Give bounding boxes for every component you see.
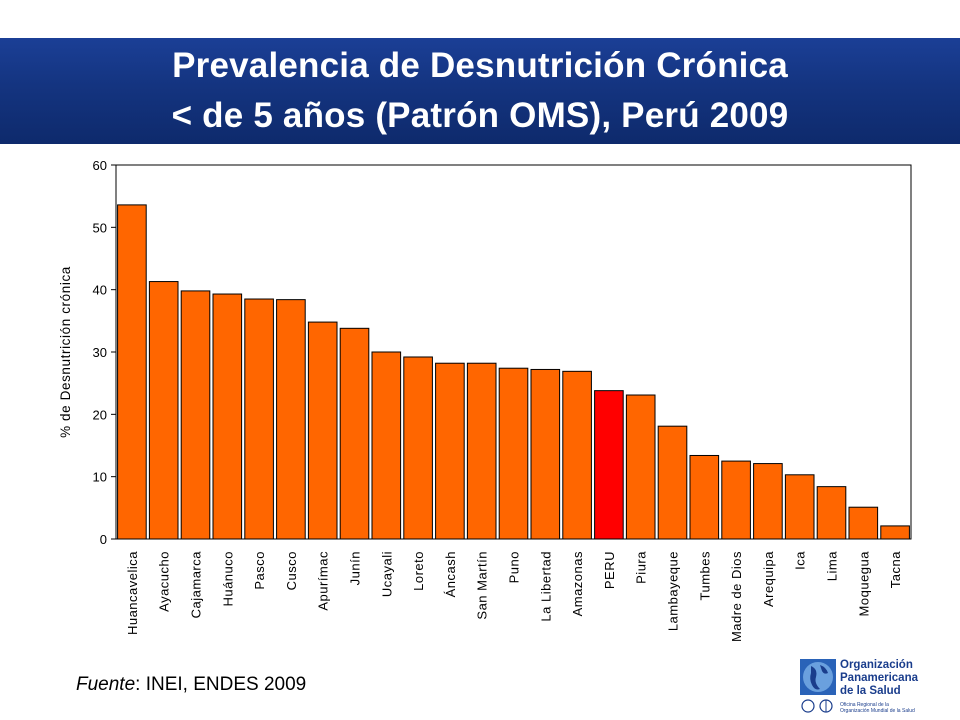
y-tick-label: 10 [93,470,107,485]
title-banner [0,38,960,144]
bar [244,298,274,540]
x-tick-label: Huancavelica [125,551,140,635]
y-tick-label: 50 [93,220,107,235]
x-tick-label: Ucayali [379,551,394,597]
bar [371,351,402,540]
x-tick-label: Moquegua [856,551,871,617]
y-tick-label: 40 [93,283,107,298]
bar [212,293,243,540]
x-tick-label: Piura [634,551,649,584]
x-tick-label: Apurímac [316,551,331,611]
logo-subtitle: Oficina Regional de la Organización Mund… [840,702,960,714]
bar [880,525,910,540]
x-tick-label: Amazonas [570,551,585,616]
bar [848,506,879,540]
y-tick-label: 20 [93,407,107,422]
bar [148,281,179,540]
x-tick-label: Loreto [411,551,426,591]
bar [339,327,370,540]
x-tick-label: San Martín [475,551,490,620]
bar [466,362,497,540]
x-tick-label: Cajamarca [189,551,204,619]
bar [276,299,306,540]
bar [753,463,783,540]
source-note: Fuente: INEI, ENDES 2009 [76,674,306,696]
x-tick-label: Cusco [284,551,299,590]
y-tick-label: 60 [93,158,107,173]
logo-line-1: Organización [840,659,913,671]
source-text: : INEI, ENDES 2009 [135,674,307,695]
logo-wordmark: Organización Panamericana de la Salud [840,659,918,698]
x-tick-label: Lima [825,551,840,581]
y-tick-label: 30 [93,345,107,360]
bar [689,454,720,540]
logo-line-3: de la Salud [840,685,901,697]
bar [562,370,592,540]
bar [784,474,815,540]
paho-logo: Organización Panamericana de la Salud Of… [796,657,956,717]
logo-sub-2: Organización Mundial de la Salud [840,708,915,714]
bar [403,356,433,540]
x-tick-label: La Libertad [538,551,553,622]
x-tick-label: Puno [507,551,522,583]
x-tick-label: Arequipa [761,551,776,607]
bar [498,367,529,540]
page-title: Prevalencia de Desnutrición Crónica [172,46,788,85]
x-tick-label: Tacna [888,551,903,588]
page-subtitle: < de 5 años (Patrón OMS), Perú 2009 [171,96,789,135]
x-tick-label: Madre de Dios [729,551,744,642]
bar [117,204,147,540]
x-tick-label: Ica [793,551,808,570]
bar [625,394,656,540]
y-tick-label: 0 [100,532,107,547]
bar [721,460,751,540]
source-label: Fuente [76,674,136,695]
globe-icon [800,659,836,713]
x-tick-label: PERU [602,551,617,589]
bar [530,368,561,540]
logo-sub-1: Oficina Regional de la [840,702,889,708]
bar [180,290,211,540]
bar [307,321,338,540]
y-axis-label: % de Desnutrición crónica [58,266,73,438]
x-tick-label: Huánuco [220,551,235,607]
bar [657,425,688,540]
logo-line-2: Panamericana [840,672,918,684]
x-tick-label: Pasco [252,551,267,590]
x-tick-label: Ayacucho [157,551,172,612]
bar [435,362,465,540]
bar [816,486,847,540]
x-tick-label: Tumbes [697,551,712,600]
bar [594,390,624,540]
x-tick-label: Lambayeque [666,551,681,631]
x-tick-label: Áncash [443,551,458,597]
x-tick-label: Junín [348,551,363,585]
